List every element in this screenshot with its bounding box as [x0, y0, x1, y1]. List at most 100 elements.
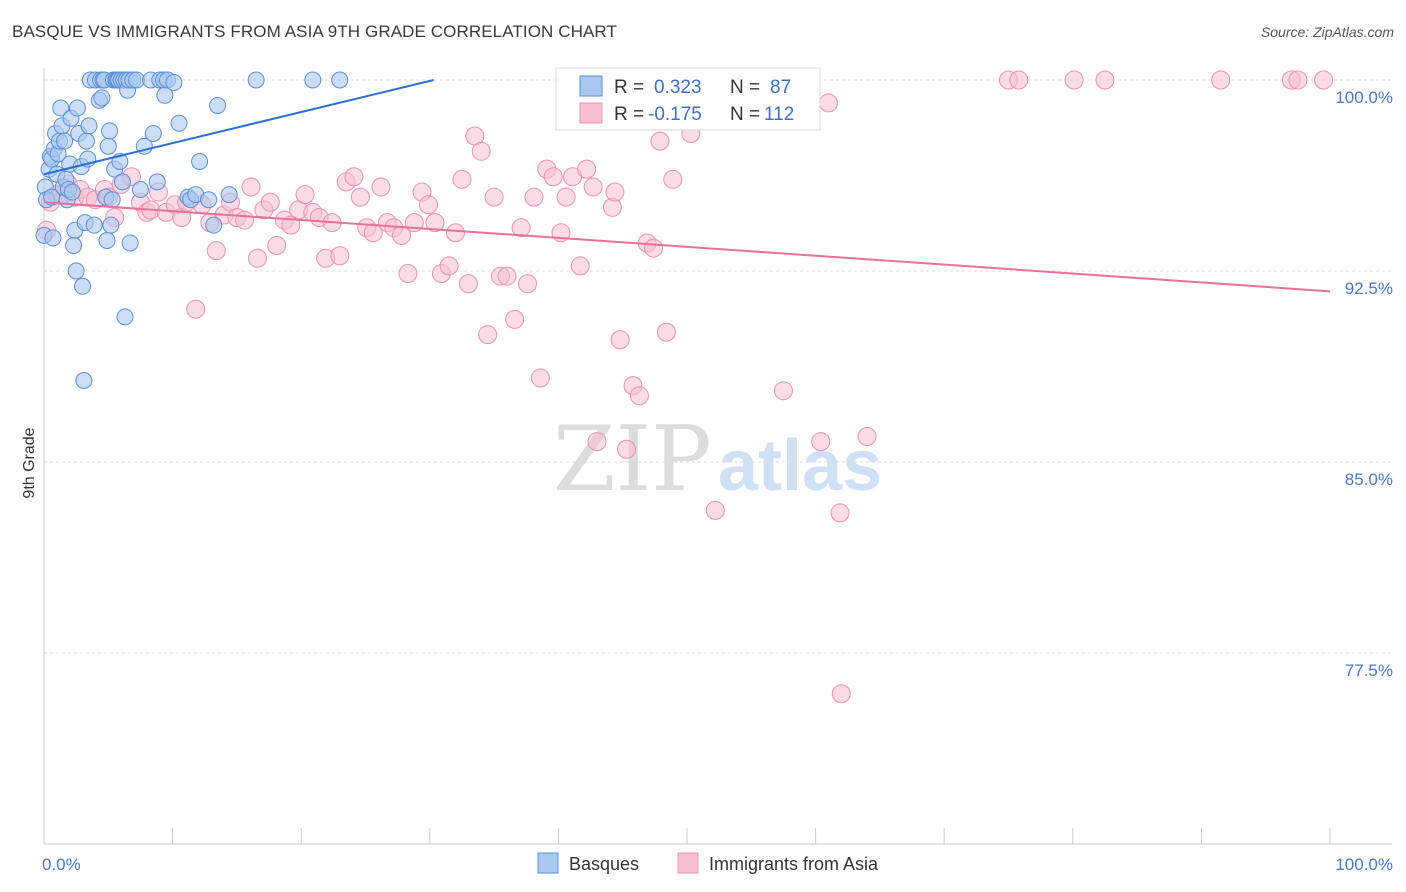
- legend-swatch-basque: [579, 75, 603, 97]
- asia-point: [235, 210, 255, 230]
- basque-point: [99, 137, 117, 155]
- asia-point: [587, 432, 607, 452]
- asia-point: [1009, 70, 1029, 90]
- y-axis-title: 9th Grade: [21, 427, 38, 498]
- asia-point: [577, 159, 597, 179]
- asia-point: [629, 386, 649, 406]
- asia-point: [773, 381, 793, 401]
- basque-point: [128, 71, 146, 89]
- asia-point: [605, 182, 625, 202]
- trend-line-asia: [43, 201, 1331, 293]
- asia-point: [583, 177, 603, 197]
- asia-point: [425, 213, 445, 233]
- x-ticks: [43, 828, 1331, 844]
- asia-point: [705, 500, 725, 520]
- asia-point: [497, 266, 517, 286]
- asia-point: [478, 325, 498, 345]
- legend-n-basque: 87: [770, 77, 791, 98]
- asia-point: [439, 256, 459, 276]
- asia-point: [344, 167, 364, 187]
- basque-point: [68, 99, 86, 117]
- asia-point: [452, 169, 472, 189]
- asia-point: [857, 427, 877, 447]
- basque-point: [165, 74, 183, 92]
- legend-r-label-basque: R =: [614, 77, 644, 98]
- bottom-legend-swatch-basque: [537, 852, 559, 874]
- legend-n-label-basque: N =: [730, 77, 760, 98]
- asia-point: [543, 167, 563, 187]
- y-tick-label-2: 85.0%: [1345, 470, 1393, 489]
- basque-point: [85, 216, 103, 234]
- asia-point: [241, 177, 261, 197]
- asia-point: [830, 503, 850, 523]
- legend-r-basque: 0.323: [654, 77, 702, 98]
- basque-point: [304, 71, 322, 89]
- asia-point: [530, 368, 550, 388]
- basque-point: [103, 191, 121, 209]
- asia-point: [656, 322, 676, 342]
- basque-point: [331, 71, 349, 89]
- y-tick-label-0: 100.0%: [1335, 88, 1393, 107]
- basque-point: [44, 229, 62, 247]
- basque-point: [191, 152, 209, 170]
- basque-point: [63, 183, 81, 201]
- asia-point: [556, 187, 576, 207]
- asia-point: [831, 684, 851, 704]
- basque-point: [75, 372, 93, 390]
- basque-point: [113, 173, 131, 191]
- asia-point: [511, 218, 531, 238]
- bottom-legend-asia: Immigrants from Asia: [709, 854, 879, 874]
- basque-point: [65, 237, 83, 255]
- x-tick-label-min: 0.0%: [42, 855, 81, 874]
- asia-point: [458, 274, 478, 294]
- bottom-legend-swatch-asia: [677, 852, 699, 874]
- asia-point: [330, 246, 350, 266]
- basque-point: [121, 234, 139, 252]
- legend-r-asia: -0.175: [648, 104, 702, 125]
- trend-line-basque: [43, 79, 434, 176]
- asia-point: [617, 439, 637, 459]
- asia-point: [650, 131, 670, 151]
- bottom-legend-basque: Basques: [569, 854, 639, 874]
- basque-point: [74, 277, 92, 295]
- asia-point: [610, 330, 630, 350]
- basque-point: [101, 122, 119, 140]
- watermark-zip: ZIP: [553, 407, 712, 512]
- basque-point: [52, 99, 70, 117]
- asia-point: [1095, 70, 1115, 90]
- y-tick-label-1: 92.5%: [1345, 279, 1393, 298]
- grid-lines: [44, 79, 1392, 654]
- basque-point: [148, 173, 166, 191]
- basque-point: [77, 132, 95, 150]
- asia-point: [206, 241, 226, 261]
- asia-point: [247, 248, 267, 268]
- series-basque-points: [35, 71, 349, 390]
- asia-point: [644, 238, 664, 258]
- legend-n-asia: 112: [764, 104, 794, 125]
- basque-point: [144, 124, 162, 142]
- basque-point: [220, 186, 238, 204]
- asia-point: [484, 187, 504, 207]
- basque-point: [56, 132, 74, 150]
- basque-point: [98, 231, 116, 249]
- legend-swatch-asia: [579, 102, 603, 124]
- basque-point: [102, 216, 120, 234]
- basque-point: [80, 117, 98, 135]
- asia-point: [267, 236, 287, 256]
- basque-point: [200, 191, 218, 209]
- asia-point: [186, 299, 206, 319]
- asia-point: [260, 192, 280, 212]
- asia-point: [446, 223, 466, 243]
- trend-lines: [43, 79, 1331, 293]
- y-tick-labels: 100.0% 92.5% 85.0% 77.5%: [1335, 88, 1393, 680]
- basque-point: [93, 89, 111, 107]
- asia-point: [295, 185, 315, 205]
- asia-point: [1314, 70, 1334, 90]
- asia-point: [398, 264, 418, 284]
- basque-point: [131, 181, 149, 199]
- stats-legend: R = 0.323 N = 87 R = -0.175 N = 112: [555, 67, 821, 131]
- basque-point: [170, 114, 188, 132]
- asia-point: [505, 309, 525, 329]
- legend-n-label-asia: N =: [730, 104, 760, 125]
- asia-point: [363, 223, 383, 243]
